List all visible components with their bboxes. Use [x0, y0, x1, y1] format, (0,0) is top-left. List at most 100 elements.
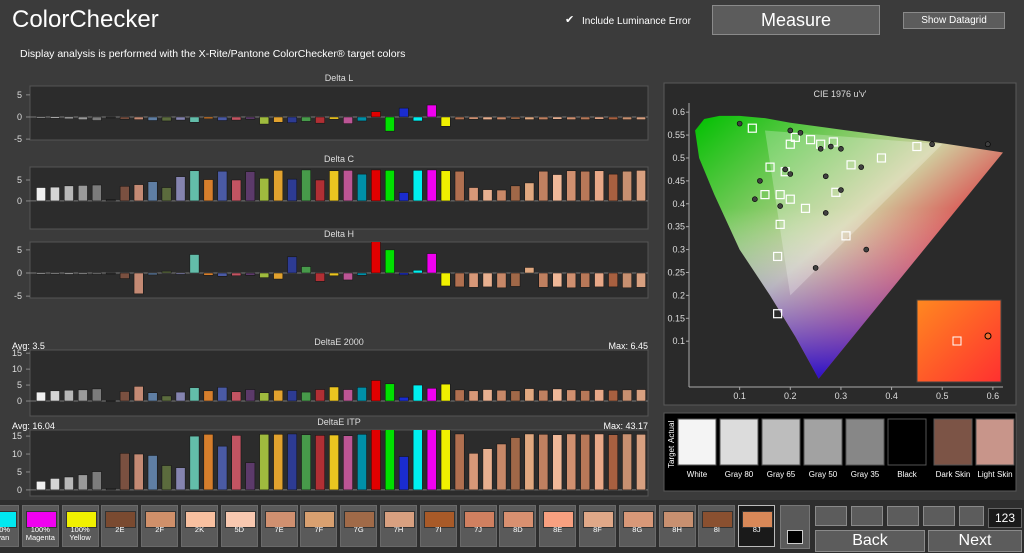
bar — [426, 430, 437, 491]
datagrid-button[interactable]: Show Datagrid — [903, 12, 1005, 29]
bar — [622, 116, 632, 120]
bar — [622, 272, 632, 289]
bar — [203, 179, 214, 202]
patch-label[interactable]: 8D — [513, 525, 523, 534]
bar — [482, 272, 493, 288]
bar — [50, 186, 60, 202]
patch-color[interactable] — [264, 511, 296, 528]
patch[interactable]: 7H — [380, 505, 417, 547]
bar — [77, 272, 88, 275]
patch-color[interactable] — [622, 511, 654, 528]
patch[interactable]: 5D — [220, 505, 258, 547]
refresh-button[interactable] — [959, 506, 984, 526]
loop-button[interactable] — [923, 506, 955, 526]
patch-label[interactable]: 7H — [393, 525, 404, 534]
patch-label[interactable]: 8F — [593, 525, 602, 534]
patch-label[interactable]: 5D — [234, 525, 245, 534]
patch[interactable]: 100% Magenta — [21, 505, 59, 547]
play-button[interactable] — [851, 506, 883, 526]
patch-color[interactable] — [583, 511, 614, 528]
patch[interactable]: 100% Yellow — [61, 505, 99, 547]
bar — [91, 184, 102, 202]
target-point — [773, 251, 783, 262]
patch-color[interactable] — [702, 511, 734, 528]
stop-button[interactable] — [815, 506, 847, 526]
next-label[interactable]: Next — [958, 532, 992, 549]
bar — [566, 170, 577, 202]
patch[interactable]: 8D — [499, 505, 537, 547]
patch-label[interactable]: 8J — [752, 525, 761, 534]
back-label[interactable]: Back — [852, 532, 888, 549]
patch-label[interactable]: 7E — [274, 525, 284, 534]
patch-label[interactable]: 8E — [553, 525, 563, 534]
bar — [231, 179, 242, 202]
patch-color[interactable] — [742, 511, 774, 528]
x-tick-label: 0.4 — [885, 391, 898, 401]
patch-color[interactable] — [503, 511, 535, 528]
patch-label[interactable]: 2K — [194, 525, 205, 534]
swatch — [719, 418, 759, 466]
patch-color[interactable] — [662, 511, 694, 528]
patch[interactable]: 7E — [260, 505, 298, 547]
patch-color[interactable] — [543, 511, 575, 528]
bar — [189, 254, 200, 274]
patch-color[interactable] — [423, 511, 455, 528]
chart-title: Delta L — [325, 73, 354, 83]
bar — [36, 391, 46, 402]
bar — [301, 266, 311, 274]
patch[interactable]: 7F — [300, 505, 338, 547]
patch-label[interactable]: 7I — [435, 525, 442, 534]
patch-color[interactable] — [0, 511, 17, 528]
patch-label[interactable]: 100% Cyan — [0, 525, 11, 542]
patch-label[interactable]: 8I — [713, 525, 721, 534]
patch[interactable]: 8H — [658, 505, 696, 547]
patch-color[interactable] — [185, 511, 216, 528]
patch[interactable]: 7J — [459, 505, 497, 547]
patch[interactable]: 8F — [579, 505, 616, 547]
patch-label[interactable]: 7F — [314, 525, 324, 534]
target-point — [790, 132, 800, 142]
patch-color[interactable] — [65, 511, 97, 528]
patch[interactable]: 2E — [101, 505, 139, 547]
bar — [259, 392, 270, 402]
bar — [636, 434, 646, 491]
measure-button[interactable]: Measure — [712, 5, 880, 35]
checkbox[interactable]: ✔ — [565, 14, 575, 26]
back-button[interactable]: Back — [815, 530, 925, 552]
patch-label[interactable]: 7G — [353, 525, 364, 534]
patch-label[interactable]: 8G — [632, 525, 643, 534]
bar — [175, 391, 186, 402]
save-button[interactable] — [887, 506, 919, 526]
patch-label[interactable]: 2E — [115, 525, 125, 534]
patch[interactable]: 7I — [419, 505, 457, 547]
patch[interactable]: 8J — [738, 505, 776, 547]
bar — [580, 170, 591, 202]
patch-label[interactable]: 2F — [155, 525, 165, 534]
patch[interactable]: 2K — [181, 505, 218, 547]
patch[interactable]: 8I — [698, 505, 736, 547]
patch-color[interactable] — [384, 511, 415, 528]
patch[interactable]: 7G — [340, 505, 378, 547]
patch[interactable]: 8G — [618, 505, 656, 547]
stop-icon[interactable] — [787, 530, 803, 544]
patch-label[interactable]: 8H — [672, 525, 682, 534]
chart-title: CIE 1976 u'v' — [814, 89, 867, 99]
measured-point — [752, 196, 758, 202]
patch-color[interactable] — [224, 511, 256, 528]
next-button[interactable]: Next — [928, 530, 1022, 552]
patch-label[interactable]: 100% Yellow — [69, 525, 91, 542]
counter[interactable]: 123 — [988, 508, 1022, 528]
patch-color[interactable] — [145, 511, 177, 528]
bar — [580, 116, 591, 120]
patch-color[interactable] — [304, 511, 336, 528]
patch[interactable]: 100% Cyan — [0, 505, 19, 547]
patch-color[interactable] — [105, 511, 137, 528]
patch-label[interactable]: 7J — [474, 525, 483, 534]
patch[interactable]: 2F — [141, 505, 179, 547]
patch-label[interactable]: 100% Magenta — [25, 525, 55, 542]
checkbox-label[interactable]: Include Luminance Error — [582, 16, 691, 27]
patch-color[interactable] — [25, 511, 57, 528]
patch-color[interactable] — [463, 511, 495, 528]
patch-color[interactable] — [344, 511, 376, 528]
patch[interactable]: 8E — [539, 505, 577, 547]
